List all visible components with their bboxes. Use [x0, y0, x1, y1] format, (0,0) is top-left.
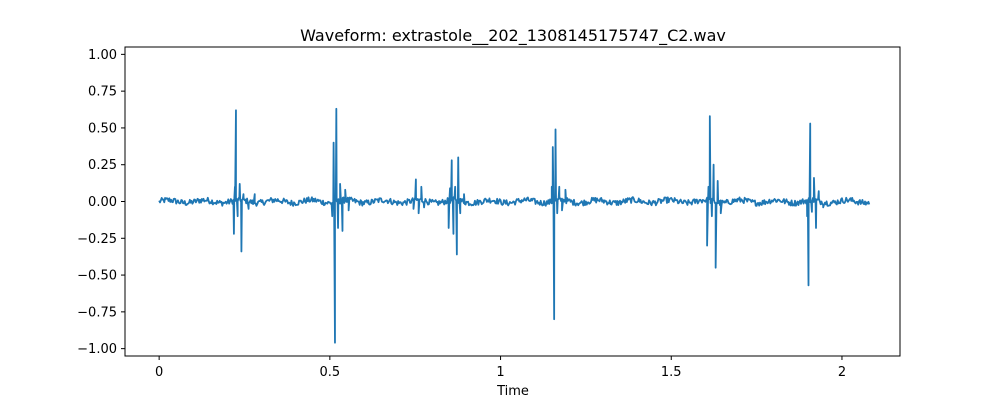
- y-tick-label: −0.25: [77, 232, 117, 247]
- x-tick-label: 1.5: [661, 365, 682, 380]
- y-tick-label: −0.75: [77, 305, 117, 320]
- waveform-line-0: [158, 107, 871, 344]
- y-tick-label: 0.75: [88, 85, 117, 100]
- y-tick-label: 0.50: [88, 121, 117, 136]
- x-tick-label: 0.5: [320, 365, 341, 380]
- y-tick-label: 0.25: [88, 158, 117, 173]
- y-tick-label: −1.00: [77, 342, 117, 357]
- x-tick-label: 2: [838, 365, 846, 380]
- y-tick-label: 1.00: [88, 48, 117, 63]
- x-tick-label: 0: [155, 365, 163, 380]
- y-tick-label: −0.50: [77, 269, 117, 284]
- y-tick-label: 0.00: [88, 195, 117, 210]
- x-axis-label: Time: [496, 384, 529, 399]
- chart-title: Waveform: extrastole__202_1308145175747_…: [300, 26, 726, 46]
- x-tick-label: 1: [496, 365, 504, 380]
